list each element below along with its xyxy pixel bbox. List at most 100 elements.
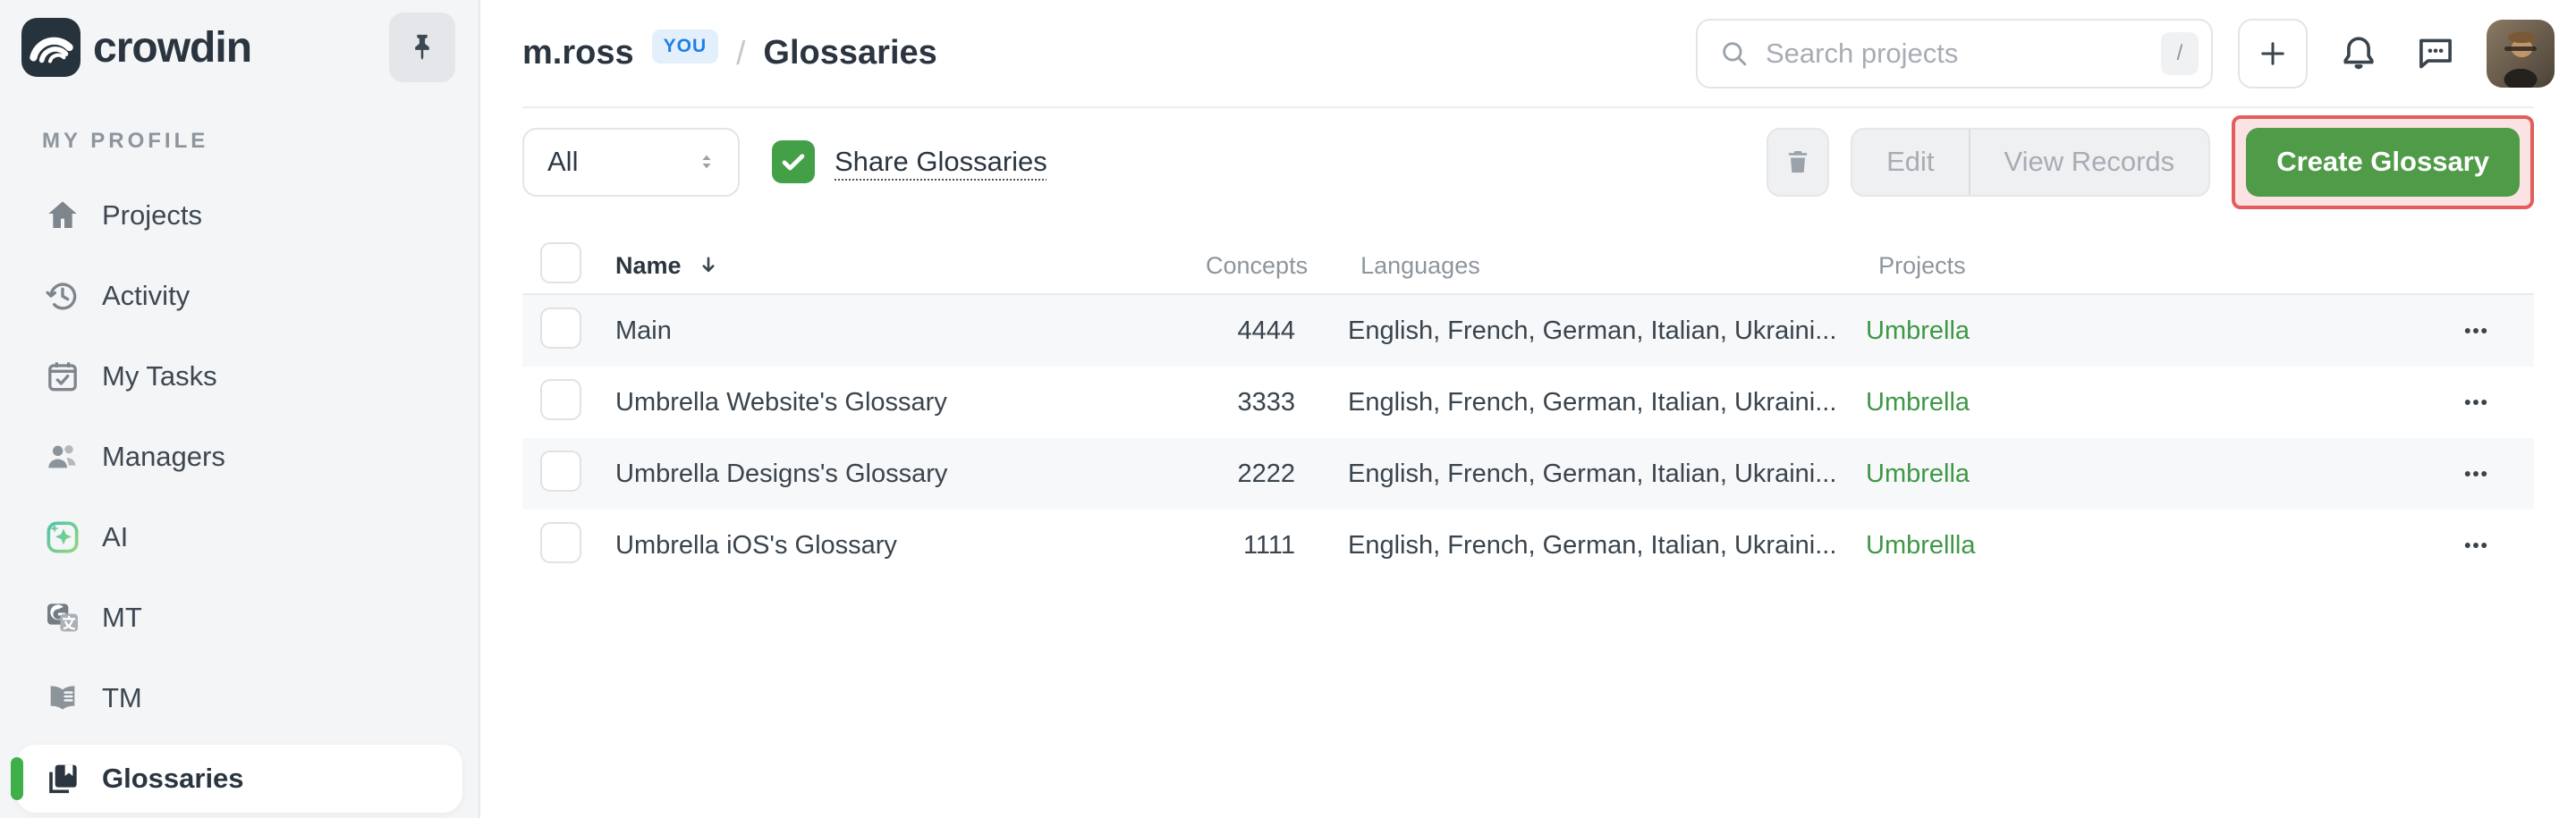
project-link[interactable]: Umbrellla (1866, 530, 1976, 560)
ellipsis-icon (2464, 328, 2487, 333)
sidebar-nav: Projects Activity (0, 175, 479, 818)
checkmark-icon (782, 154, 805, 171)
create-new-button[interactable] (2238, 18, 2308, 89)
annotation-highlight-box: Create Glossary (2232, 114, 2534, 209)
create-glossary-button[interactable]: Create Glossary (2246, 127, 2520, 197)
search-input[interactable] (1766, 37, 2161, 70)
translation-memory-icon (45, 680, 80, 716)
breadcrumb-separator: / (736, 34, 746, 72)
column-header-concepts[interactable]: Concepts (1206, 251, 1309, 279)
glossaries-table: Name Concepts Languages Projects Main 44… (522, 238, 2534, 581)
row-checkbox[interactable] (540, 451, 581, 492)
page-header: m.ross YOU / Glossaries / (480, 0, 2576, 106)
column-header-languages[interactable]: Languages (1360, 251, 1480, 279)
glossary-book-icon (45, 761, 80, 797)
sidebar: crowdin MY PROFILE Projects (0, 0, 480, 818)
active-indicator (11, 757, 23, 800)
table-row-website-glossary[interactable]: Umbrella Website's Glossary 3333 English… (522, 367, 2534, 438)
plus-icon (2261, 41, 2284, 65)
history-icon (45, 278, 80, 314)
search-shortcut-badge: / (2161, 31, 2199, 75)
home-icon (45, 198, 80, 233)
table-header-row: Name Concepts Languages Projects (522, 238, 2534, 295)
button-group-divider (1968, 129, 1970, 195)
sidebar-item-projects[interactable]: Projects (0, 175, 479, 256)
breadcrumb: m.ross YOU / Glossaries (522, 29, 937, 72)
sidebar-item-managers[interactable]: Managers (0, 417, 479, 497)
messages-button[interactable] (2410, 28, 2462, 80)
column-header-projects[interactable]: Projects (1878, 251, 1966, 279)
row-menu-button[interactable] (2453, 380, 2498, 425)
ellipsis-icon (2464, 471, 2487, 476)
sidebar-item-activity[interactable]: Activity (0, 256, 479, 336)
table-body: Main 4444 English, French, German, Itali… (522, 295, 2534, 581)
filter-select-value: All (547, 146, 579, 177)
delete-button[interactable] (1767, 127, 1830, 197)
main-content: m.ross YOU / Glossaries / (480, 0, 2576, 818)
table-row-designs-glossary[interactable]: Umbrella Designs's Glossary 2222 English… (522, 438, 2534, 510)
ellipsis-icon (2464, 400, 2487, 405)
trash-icon (1789, 151, 1808, 173)
glossary-name[interactable]: Umbrella iOS's Glossary (615, 530, 897, 560)
ai-sparkles-icon (45, 519, 80, 555)
crowdin-logo[interactable]: crowdin (21, 18, 252, 77)
glossary-name[interactable]: Umbrella Designs's Glossary (615, 459, 948, 488)
glossary-name[interactable]: Umbrella Website's Glossary (615, 387, 947, 417)
select-arrows-icon (702, 155, 711, 169)
share-glossaries-checkbox[interactable] (772, 140, 815, 183)
share-glossaries-label[interactable]: Share Glossaries (835, 146, 1047, 177)
filter-select[interactable]: All (522, 127, 740, 197)
notifications-button[interactable] (2333, 28, 2385, 80)
page-title: Glossaries (763, 34, 937, 72)
you-badge: YOU (651, 29, 719, 63)
project-link[interactable]: Umbrella (1866, 316, 1970, 345)
select-all-checkbox[interactable] (540, 242, 581, 283)
concepts-count: 1111 (1242, 530, 1295, 560)
sidebar-item-ai[interactable]: AI (0, 497, 479, 578)
crowdin-wordmark: crowdin (93, 23, 252, 72)
chat-icon (2419, 38, 2452, 68)
header-divider (522, 106, 2534, 108)
row-menu-button[interactable] (2453, 523, 2498, 568)
languages-list: English, French, German, Italian, Ukrain… (1348, 530, 1837, 560)
table-row-ios-glossary[interactable]: Umbrella iOS's Glossary 1111 English, Fr… (522, 510, 2534, 581)
search-box[interactable]: / (1696, 18, 2213, 89)
edit-button[interactable]: Edit (1852, 130, 1968, 195)
glossaries-toolbar: All Share Glossaries (480, 108, 2576, 215)
people-icon (45, 439, 80, 475)
languages-list: English, French, German, Italian, Ukrain… (1348, 316, 1837, 345)
sidebar-section-label: MY PROFILE (42, 129, 209, 153)
sort-desc-icon (702, 257, 715, 273)
sidebar-item-tm[interactable]: TM (0, 658, 479, 738)
table-row-main[interactable]: Main 4444 English, French, German, Itali… (522, 295, 2534, 367)
row-checkbox[interactable] (540, 522, 581, 563)
column-header-name[interactable]: Name (615, 251, 682, 279)
project-link[interactable]: Umbrella (1866, 387, 1970, 417)
machine-translation-icon (45, 600, 80, 636)
crowdin-logo-icon (21, 18, 80, 77)
sidebar-item-mt[interactable]: MT (0, 578, 479, 658)
concepts-count: 4444 (1237, 316, 1295, 345)
search-icon (1723, 41, 1747, 65)
concepts-count: 3333 (1237, 387, 1295, 417)
sidebar-pin-button[interactable] (389, 13, 455, 82)
ellipsis-icon (2464, 543, 2487, 548)
row-checkbox[interactable] (540, 308, 581, 349)
breadcrumb-user[interactable]: m.ross (522, 34, 634, 72)
sidebar-item-my-tasks[interactable]: My Tasks (0, 336, 479, 417)
sidebar-item-glossaries[interactable]: Glossaries (0, 738, 479, 818)
project-link[interactable]: Umbrella (1866, 459, 1970, 488)
row-actions-group: Edit View Records (1851, 127, 2211, 197)
calendar-check-icon (45, 358, 80, 394)
view-records-button[interactable]: View Records (1970, 130, 2209, 195)
concepts-count: 2222 (1237, 459, 1295, 488)
languages-list: English, French, German, Italian, Ukrain… (1348, 387, 1837, 417)
pin-icon (415, 34, 429, 61)
bell-icon (2343, 36, 2374, 69)
row-menu-button[interactable] (2453, 451, 2498, 496)
user-avatar[interactable] (2487, 19, 2555, 88)
glossary-name[interactable]: Main (615, 316, 672, 345)
row-checkbox[interactable] (540, 379, 581, 420)
row-menu-button[interactable] (2453, 308, 2498, 353)
